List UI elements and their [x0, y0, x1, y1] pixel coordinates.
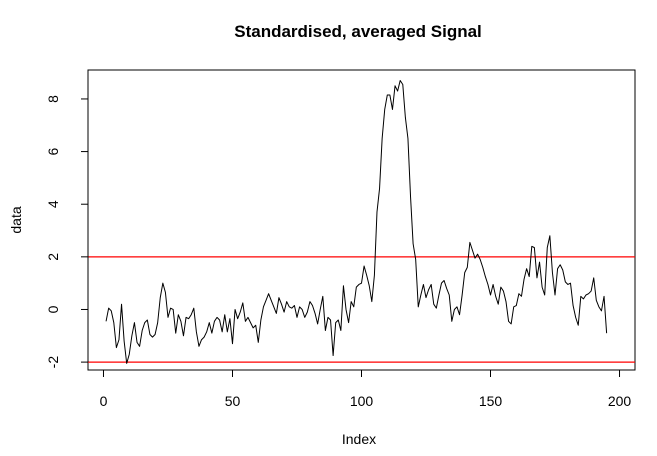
x-tick-label: 200 — [608, 393, 632, 409]
x-tick-label: 0 — [100, 393, 108, 409]
y-axis-label: data — [8, 206, 24, 233]
y-axis: -2 0 2 4 6 8 — [45, 95, 89, 369]
reference-lines — [88, 256, 635, 363]
y-tick-label: 4 — [45, 200, 61, 208]
x-tick-label: 150 — [479, 393, 503, 409]
y-tick-label: -2 — [45, 356, 61, 369]
y-tick-label: 6 — [45, 147, 61, 155]
x-axis-label: Index — [342, 431, 376, 447]
plot-area-frame — [87, 69, 636, 371]
x-tick-label: 100 — [350, 393, 374, 409]
y-tick-label: 0 — [45, 305, 61, 313]
series-line-0 — [105, 80, 608, 364]
y-tick-label: 8 — [45, 95, 61, 103]
x-axis: 0 50 100 150 200 — [100, 369, 632, 409]
series-layer — [105, 80, 608, 364]
y-tick-label: 2 — [45, 253, 61, 261]
x-tick-label: 50 — [225, 393, 241, 409]
chart-title: Standardised, averaged Signal — [234, 22, 482, 41]
